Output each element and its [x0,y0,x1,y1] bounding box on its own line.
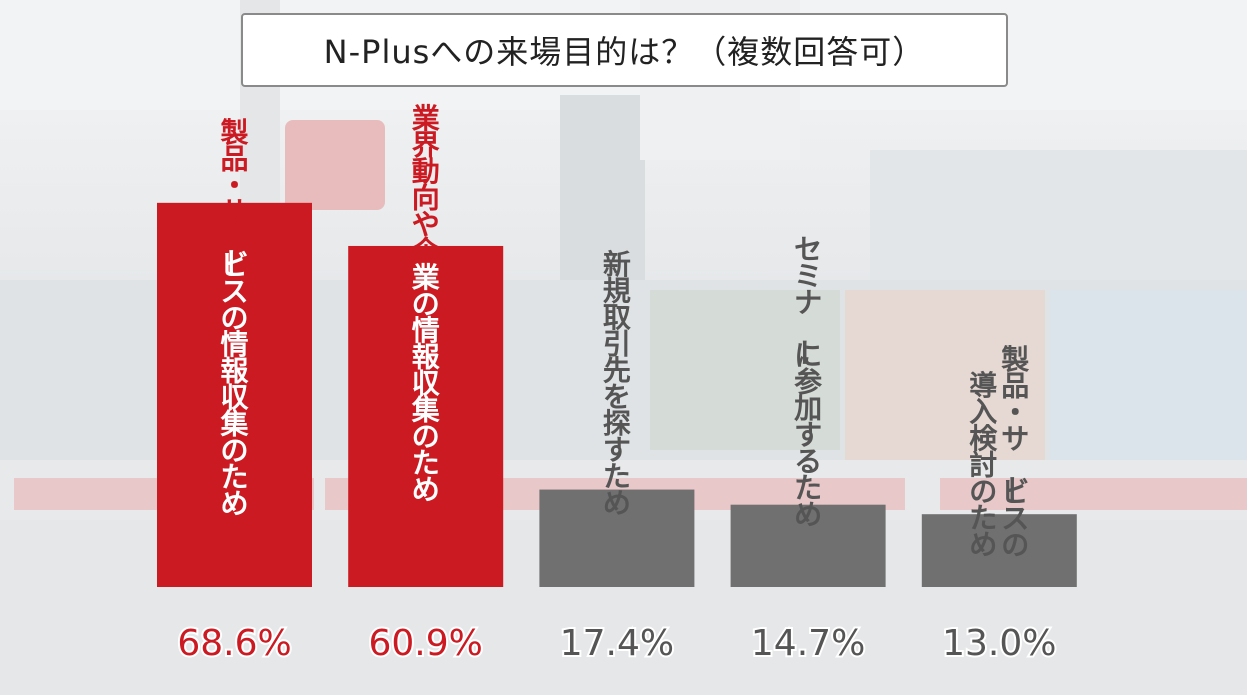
value-label-3: 17.4% [560,623,674,664]
chart-title-box: N-Plusへの来場目的は？（複数回答可） [241,13,1008,87]
value-label-5: 13.0% [942,623,1056,664]
value-label-2: 60.9% [369,623,483,664]
bar-4 [730,504,886,587]
category-label-4: セミナーに参加するため [787,233,822,531]
category-label-5-line-2: 導入検討のため [969,369,998,561]
category-label-3: 新規取引先を探すため [603,248,631,520]
bar-3 [539,489,695,587]
chart-title: N-Plusへの来場目的は？（複数回答可） [323,33,926,71]
bar-1 [157,202,312,587]
value-label-4: 14.7% [751,623,865,664]
category-label-1: 製品・サービスの情報収集のため [213,116,249,520]
bar-5 [921,514,1077,587]
bar-2 [348,245,504,587]
category-label-5-line-1: 製品・サービスの [994,343,1029,562]
value-label-1: 68.6% [177,623,291,664]
category-label-2: 業界動向や企業の情報収集のため [411,102,441,506]
